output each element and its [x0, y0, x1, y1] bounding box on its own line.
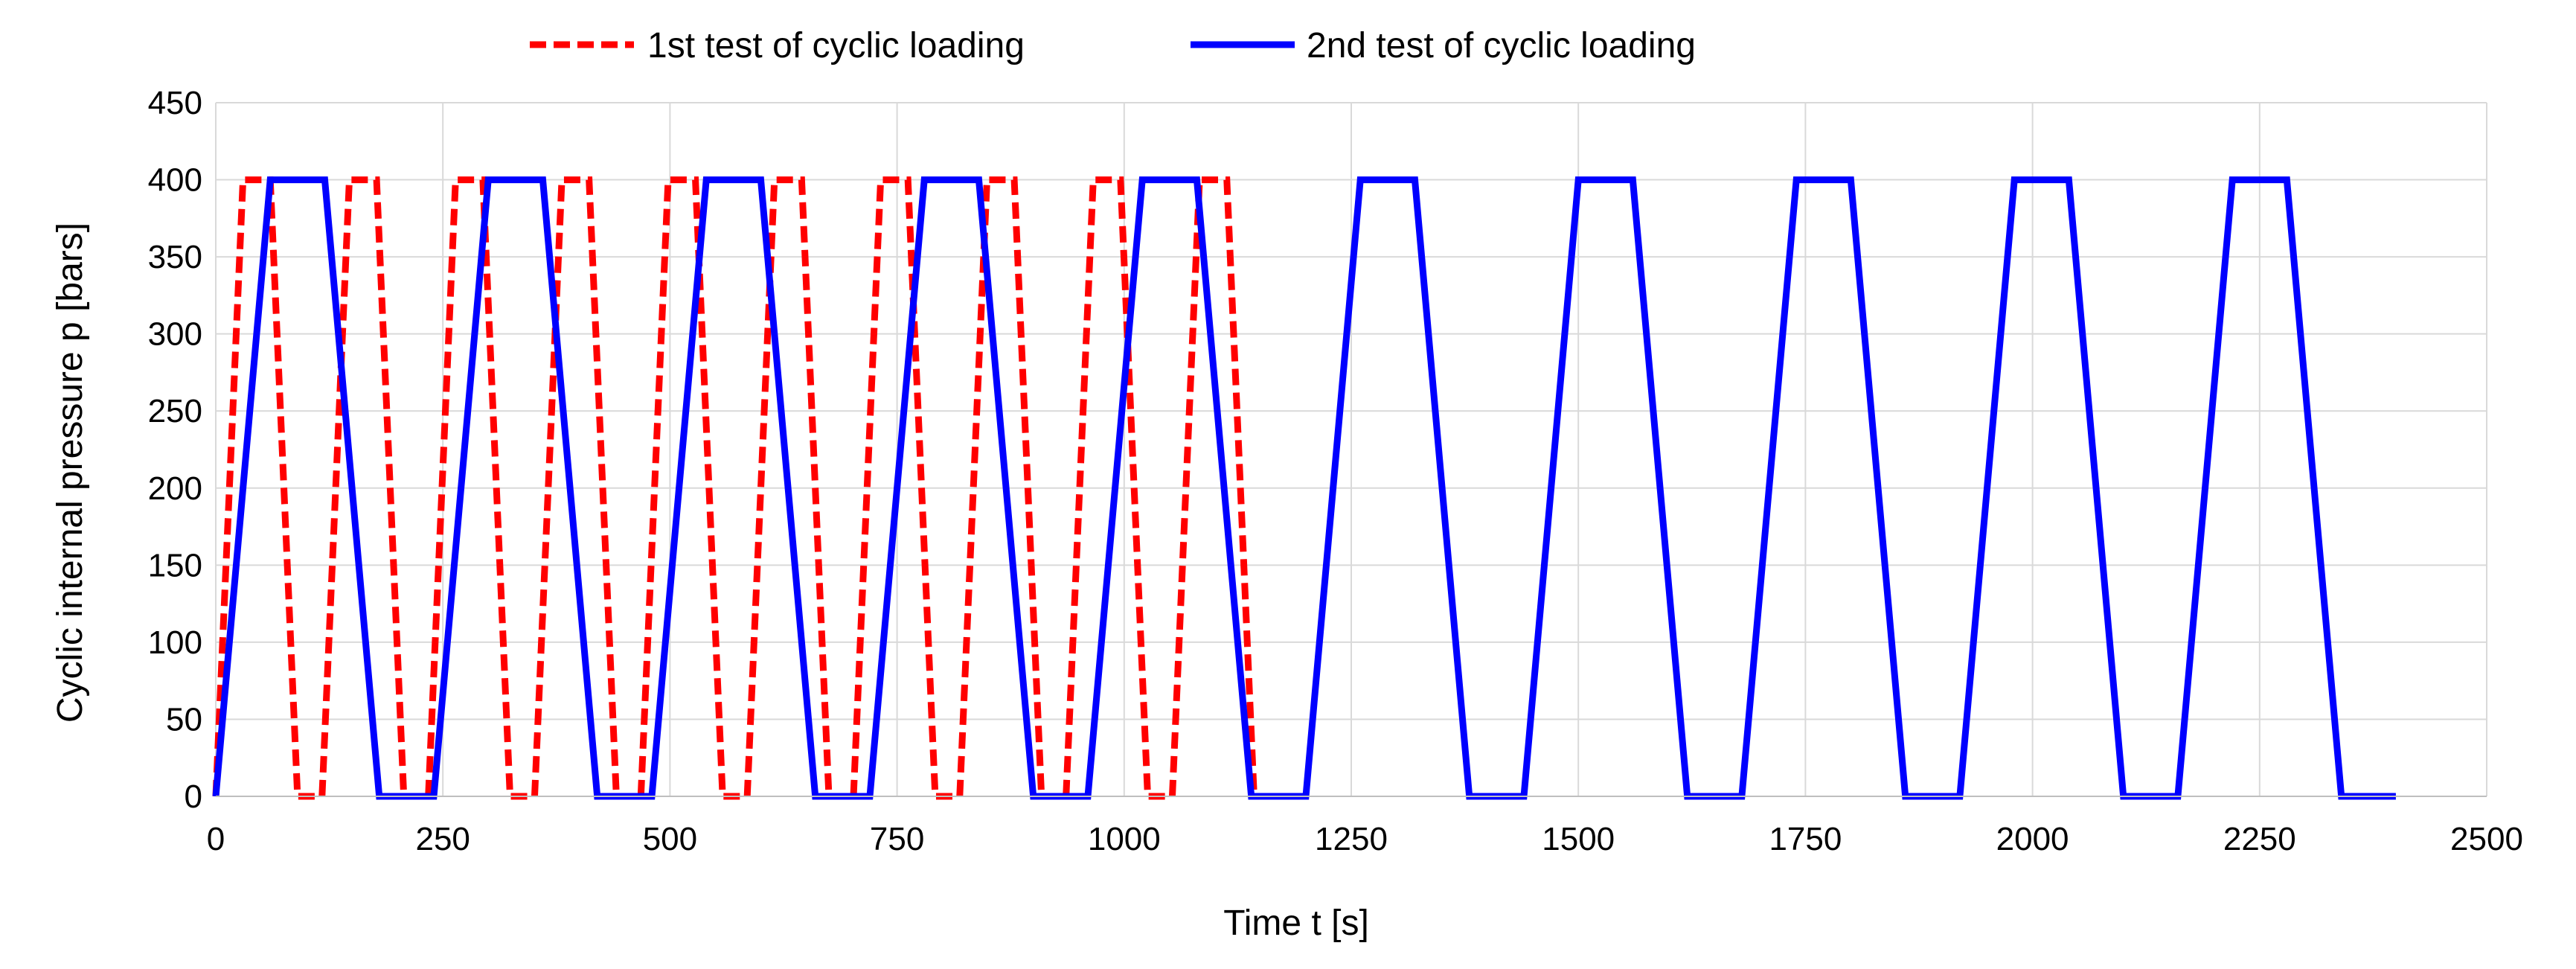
y-tick-label: 100 [148, 624, 202, 661]
legend-label-2: 2nd test of cyclic loading [1307, 26, 1696, 65]
y-tick-label: 300 [148, 316, 202, 353]
y-tick-label: 250 [148, 393, 202, 429]
x-tick-label: 1250 [1315, 821, 1388, 857]
legend-label-1: 1st test of cyclic loading [647, 26, 1025, 65]
y-tick-label: 400 [148, 162, 202, 199]
y-tick-label: 200 [148, 470, 202, 507]
y-tick-label: 50 [166, 701, 202, 738]
series-line-1 [212, 176, 1279, 800]
grid [215, 102, 2487, 797]
y-tick-label: 0 [185, 778, 202, 815]
x-tick-label: 2000 [1996, 821, 2069, 857]
x-tick-label: 1000 [1088, 821, 1161, 857]
y-tick-label: 450 [148, 85, 202, 121]
axes: 0 50 100 150 200 250 300 350 400 450 0 250 500 750 100… [148, 85, 2523, 857]
y-axis-title: Cyclic internal pressure p [bars] [51, 223, 90, 723]
y-tick-label: 150 [148, 547, 202, 583]
x-tick-label: 2250 [2223, 821, 2296, 857]
x-tick-label: 250 [415, 821, 470, 857]
x-tick-label: 500 [643, 821, 697, 857]
x-tick-label: 2500 [2450, 821, 2523, 857]
x-axis-title: Time t [s] [1223, 904, 1369, 943]
x-tick-label: 1500 [1542, 821, 1615, 857]
y-tick-label: 350 [148, 239, 202, 275]
x-tick-label: 0 [207, 821, 225, 857]
x-tick-label: 1750 [1769, 821, 1842, 857]
legend: 1st test of cyclic loading 2nd test of cy… [530, 26, 1696, 65]
x-tick-label: 750 [870, 821, 924, 857]
